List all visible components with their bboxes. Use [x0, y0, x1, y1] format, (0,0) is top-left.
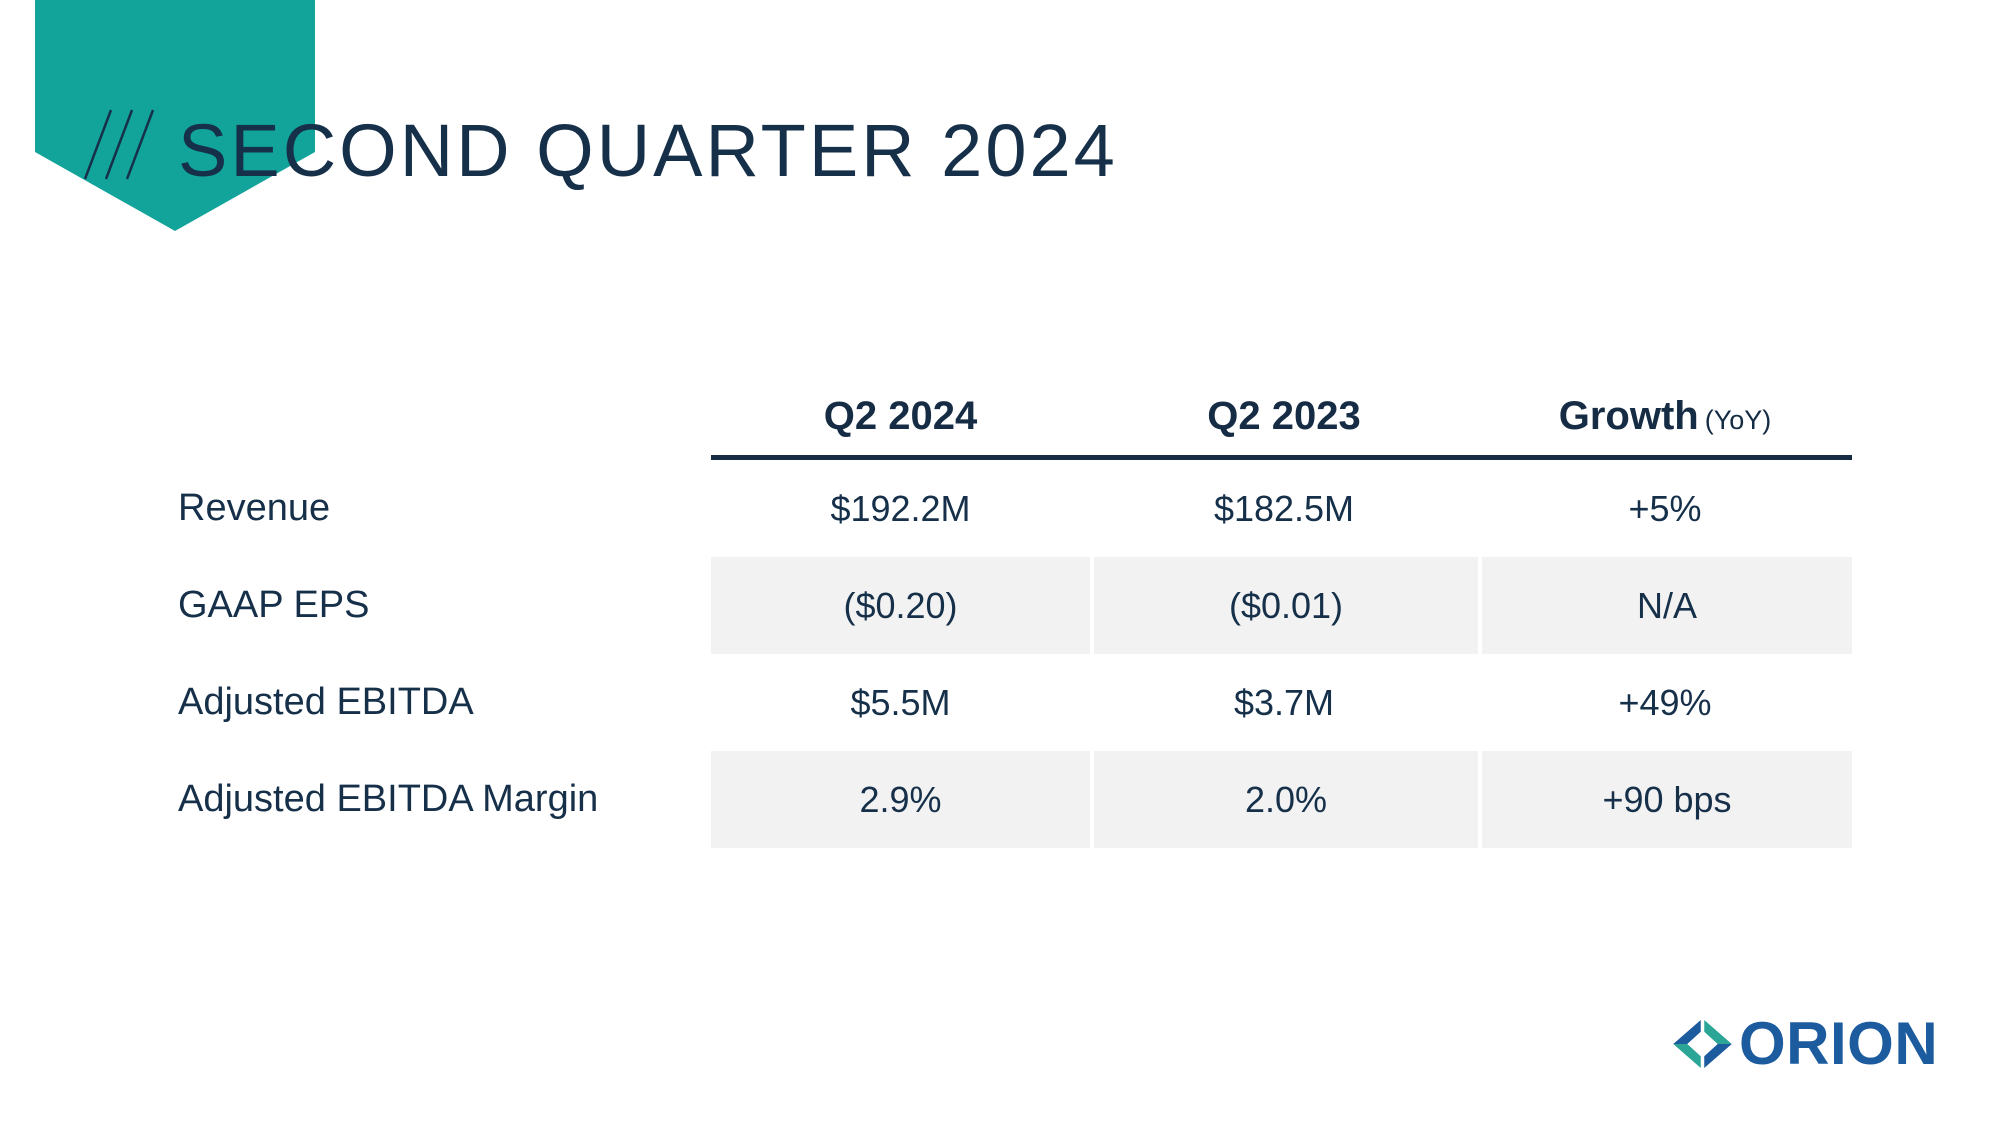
cell-q2-2024: $192.2M — [830, 487, 971, 529]
cell-q2-2023: $3.7M — [1233, 681, 1335, 723]
row-label: Revenue — [178, 487, 331, 529]
cell-growth: +5% — [1628, 487, 1702, 529]
col-header-growth: Growth (YoY) — [1478, 394, 1852, 439]
banner-pennant-shape — [35, 0, 315, 231]
table-row-gaap-eps: GAAP EPS ($0.20) ($0.01) N/A — [178, 557, 1852, 654]
orion-logomark-icon — [1673, 1020, 1732, 1068]
cell-q2-2024: $5.5M — [850, 681, 951, 723]
teal-banner-shape — [35, 0, 315, 231]
orion-logo: ORION — [1673, 1014, 1938, 1074]
cell-growth: +49% — [1618, 681, 1712, 723]
col-header-q2-2023: Q2 2023 — [1207, 394, 1361, 438]
quarter-financials-table: Q2 2024 Q2 2023 Growth (YoY) Revenue $192… — [178, 378, 1852, 848]
cell-growth: N/A — [1478, 557, 1852, 654]
table-row-revenue: Revenue $192.2M $182.5M +5% — [178, 460, 1852, 557]
growth-yoy-suffix: (YoY) — [1704, 405, 1772, 435]
row-label: GAAP EPS — [178, 584, 370, 626]
col-header-q2-2024: Q2 2024 — [823, 394, 978, 438]
cell-q2-2023: 2.0% — [1090, 751, 1478, 848]
table-row-adjusted-ebitda-margin: Adjusted EBITDA Margin 2.9% 2.0% +90 bps — [178, 751, 1852, 848]
cell-growth: +90 bps — [1478, 751, 1852, 848]
cell-q2-2024: ($0.20) — [711, 557, 1090, 654]
table-row-adjusted-ebitda: Adjusted EBITDA $5.5M $3.7M +49% — [178, 654, 1852, 751]
row-label: Adjusted EBITDA Margin — [178, 778, 599, 820]
table-header-row: Q2 2024 Q2 2023 Growth (YoY) — [178, 378, 1852, 455]
orion-wordmark: ORION — [1739, 1010, 1939, 1077]
cell-q2-2024: 2.9% — [711, 751, 1090, 848]
slash-marks-icon — [83, 109, 155, 180]
cell-q2-2023: ($0.01) — [1090, 557, 1478, 654]
page-title: SECOND QUARTER 2024 — [178, 109, 1118, 192]
growth-label: Growth — [1558, 394, 1699, 438]
header-underline — [711, 455, 1852, 460]
cell-q2-2023: $182.5M — [1213, 487, 1355, 529]
row-label: Adjusted EBITDA — [178, 681, 474, 723]
